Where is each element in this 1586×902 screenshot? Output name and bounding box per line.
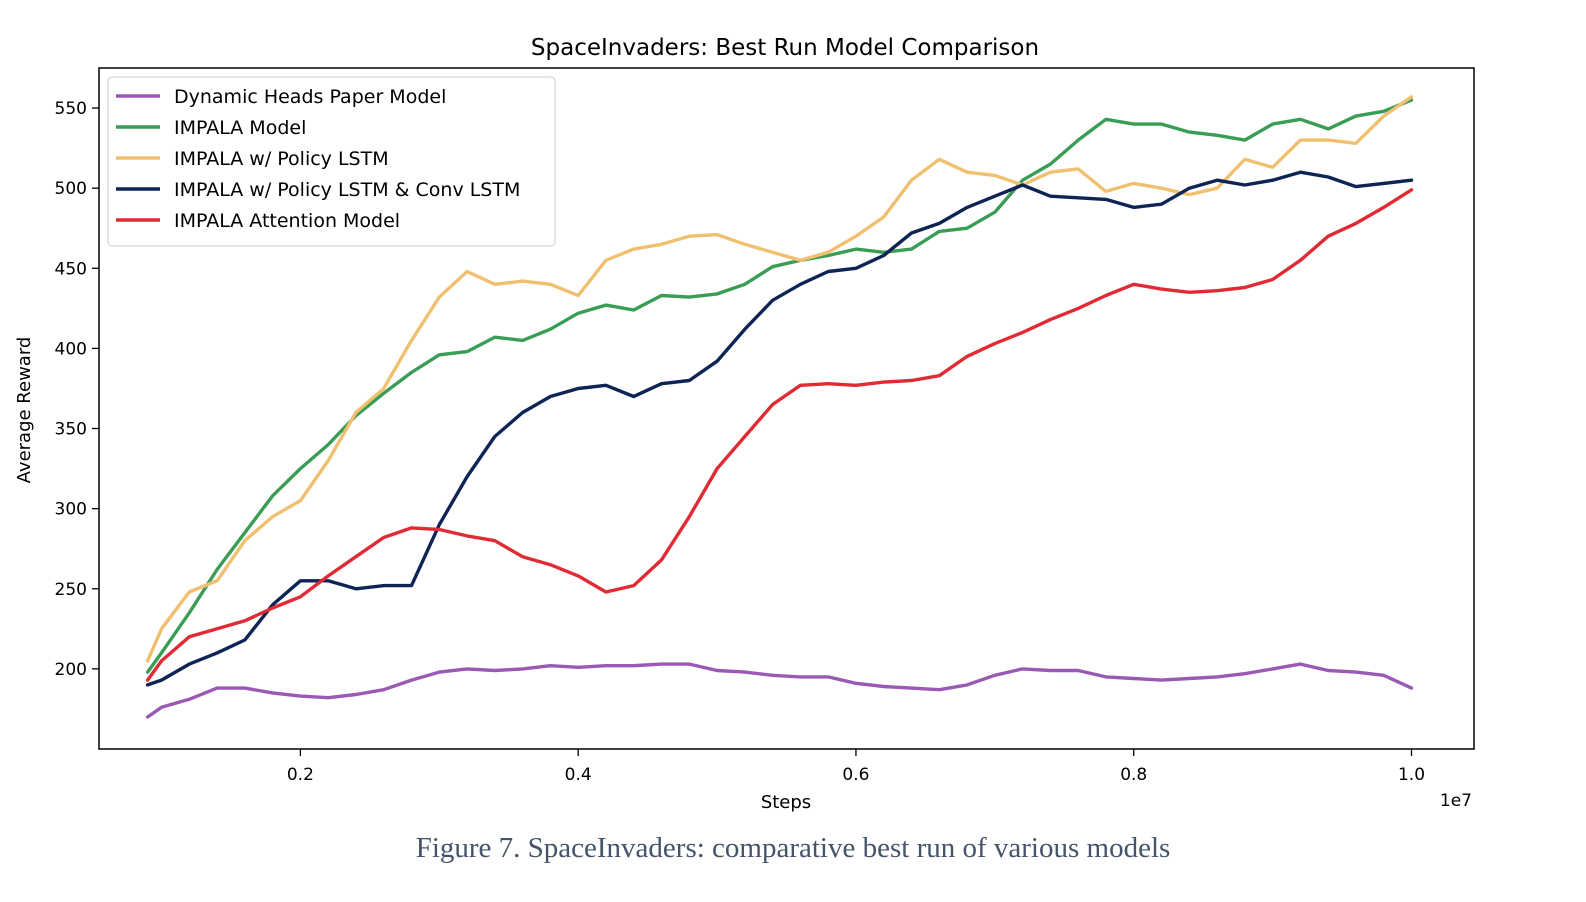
y-tick-label: 400 [55,339,87,359]
chart-title: SpaceInvaders: Best Run Model Comparison [531,35,1039,61]
figure-caption: Figure 7. SpaceInvaders: comparative bes… [415,832,1171,864]
y-tick-label: 500 [55,179,87,199]
series-layer [145,95,1414,719]
x-tick-label: 0.8 [1120,765,1147,785]
x-tick-label: 0.2 [287,765,314,785]
y-tick-label: 450 [55,259,87,279]
x-tick-label: 0.6 [842,765,869,785]
chart: SpaceInvaders: Best Run Model Comparison… [14,35,1475,813]
x-axis-label: Steps [761,792,811,813]
legend-label: IMPALA w/ Policy LSTM & Conv LSTM [174,179,520,201]
x-tick-label: 1.0 [1398,765,1425,785]
legend-label: IMPALA w/ Policy LSTM [174,148,389,170]
plot-frame [98,67,1475,750]
x-tick-label: 0.4 [565,765,592,785]
y-tick-label: 250 [55,580,87,600]
series-line-dynamic-heads-paper-model [145,662,1414,719]
legend-label: IMPALA Model [174,117,306,139]
series-line-impala-attention-model [145,188,1414,682]
y-tick-label: 200 [55,660,87,680]
legend: Dynamic Heads Paper Model IMPALA Model IMP… [107,76,556,247]
legend-label: Dynamic Heads Paper Model [174,86,446,108]
y-tick-label: 350 [55,420,87,440]
y-tick-label: 550 [55,99,87,119]
series-line-impala-w-policy-lstm [145,95,1414,663]
legend-label: IMPALA Attention Model [174,210,400,232]
y-tick-label: 300 [55,500,87,520]
x-offset-label: 1e7 [1440,791,1472,811]
legend-box [107,76,556,247]
y-axis-label: Average Reward [14,337,35,484]
axes-layer: 0.2 0.4 0.6 0.8 1.0 200 250 300 350 400 450 500 550 [55,99,1425,785]
series-line-impala-w-policy-lstm-conv-lstm [145,170,1414,687]
